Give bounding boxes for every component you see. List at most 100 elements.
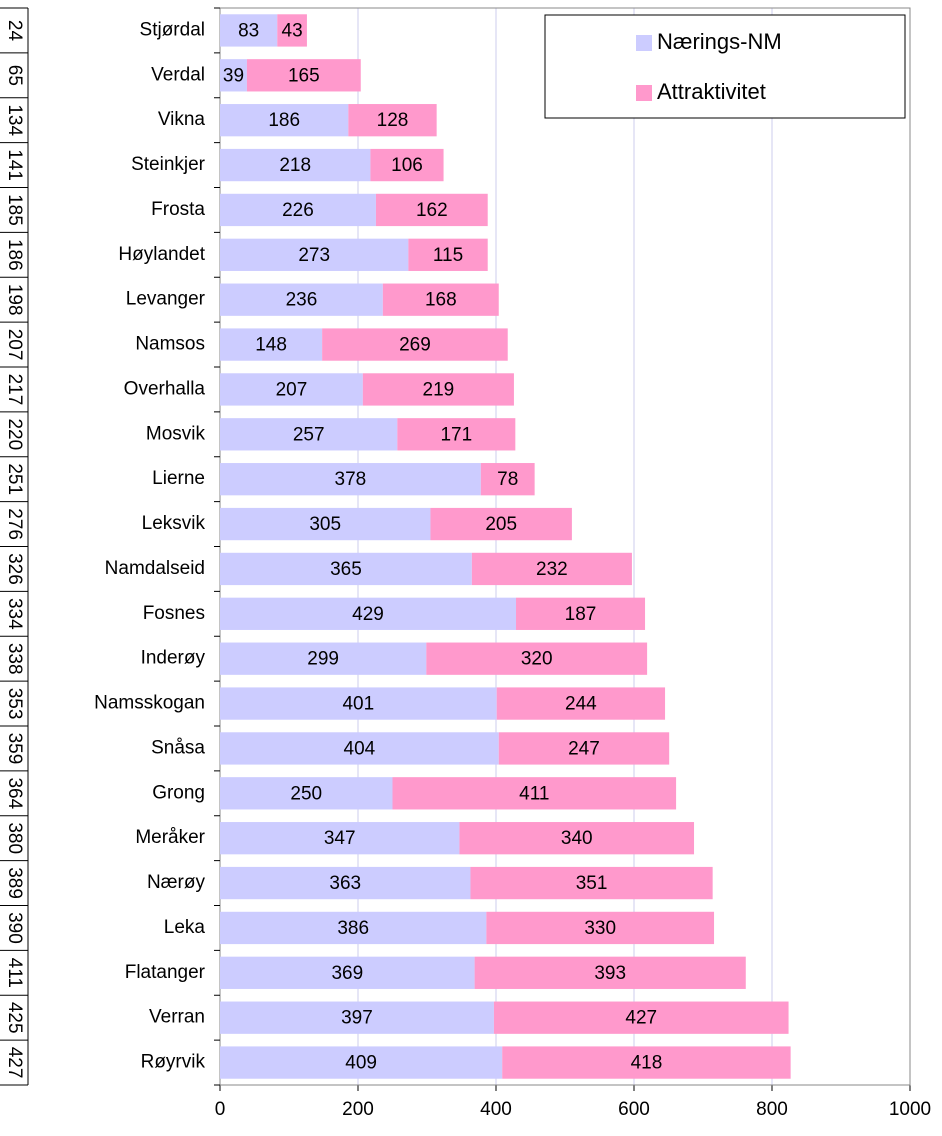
category-label: Verran bbox=[149, 1007, 205, 1028]
bar bbox=[220, 822, 460, 855]
data-label: 363 bbox=[329, 873, 361, 894]
data-label: 247 bbox=[568, 738, 600, 759]
bar bbox=[480, 463, 535, 496]
category-label: Levanger bbox=[126, 289, 206, 310]
rank-label: 220 bbox=[4, 418, 25, 450]
data-label: 257 bbox=[293, 424, 325, 445]
category-label: Snåsa bbox=[151, 737, 205, 758]
x-tick-label: 0 bbox=[215, 1099, 226, 1120]
data-label: 106 bbox=[391, 155, 423, 176]
bar bbox=[246, 59, 361, 92]
bar bbox=[220, 866, 471, 900]
category-label: Meråker bbox=[135, 827, 205, 848]
category-label: Flatanger bbox=[125, 962, 206, 983]
bar bbox=[493, 1001, 789, 1034]
data-label: 148 bbox=[255, 335, 287, 356]
rank-label: 24 bbox=[4, 20, 25, 42]
bar bbox=[220, 104, 349, 137]
rank-label: 326 bbox=[4, 553, 25, 585]
rank-label: 353 bbox=[4, 688, 25, 720]
data-label: 369 bbox=[331, 963, 363, 984]
data-label: 128 bbox=[377, 110, 409, 131]
rank-label: 217 bbox=[4, 374, 25, 406]
legend-swatch bbox=[636, 85, 652, 101]
bar bbox=[220, 732, 499, 765]
data-label: 207 bbox=[276, 379, 308, 400]
rank-label: 141 bbox=[4, 149, 25, 181]
data-label: 43 bbox=[282, 20, 303, 41]
bar bbox=[220, 283, 383, 316]
data-label: 320 bbox=[521, 649, 553, 670]
data-label: 273 bbox=[298, 245, 330, 266]
category-label: Leka bbox=[164, 917, 206, 938]
bar bbox=[397, 418, 516, 451]
x-tick-label: 1000 bbox=[889, 1099, 931, 1120]
bar bbox=[470, 866, 713, 900]
bar bbox=[220, 911, 487, 945]
category-label: Nærøy bbox=[147, 872, 206, 893]
bar bbox=[430, 507, 572, 541]
bar bbox=[392, 777, 677, 810]
data-label: 411 bbox=[519, 783, 549, 804]
bar bbox=[220, 328, 323, 361]
data-label: 427 bbox=[625, 1008, 657, 1029]
x-tick-label: 800 bbox=[756, 1099, 788, 1120]
bar bbox=[277, 14, 307, 47]
data-label: 351 bbox=[576, 873, 608, 894]
data-label: 305 bbox=[309, 514, 341, 535]
data-label: 168 bbox=[425, 290, 457, 311]
bar bbox=[220, 1046, 503, 1079]
bar bbox=[220, 418, 398, 451]
rank-label: 389 bbox=[4, 867, 25, 899]
rank-label: 425 bbox=[4, 1002, 25, 1034]
bar bbox=[408, 238, 488, 271]
data-label: 365 bbox=[330, 559, 362, 580]
data-label: 218 bbox=[279, 155, 311, 176]
data-label: 330 bbox=[584, 918, 616, 939]
category-label: Inderøy bbox=[141, 648, 206, 669]
data-label: 162 bbox=[416, 200, 448, 221]
data-label: 83 bbox=[238, 20, 259, 41]
data-label: 418 bbox=[631, 1053, 663, 1074]
bar bbox=[498, 732, 670, 765]
bar bbox=[322, 328, 508, 361]
rank-label: 65 bbox=[4, 65, 25, 86]
data-label: 404 bbox=[344, 738, 376, 759]
rank-label: 185 bbox=[4, 194, 25, 226]
bar bbox=[370, 148, 444, 182]
category-label: Leksvik bbox=[142, 513, 206, 534]
bar bbox=[474, 956, 746, 989]
legend-swatch bbox=[636, 35, 652, 51]
bar bbox=[220, 687, 497, 720]
data-label: 340 bbox=[561, 828, 593, 849]
data-label: 236 bbox=[286, 290, 318, 311]
rank-label: 338 bbox=[4, 643, 25, 675]
bar bbox=[220, 777, 393, 810]
bar bbox=[382, 283, 499, 316]
bar bbox=[362, 373, 514, 406]
category-label: Frosta bbox=[151, 199, 205, 220]
rank-label: 207 bbox=[4, 329, 25, 361]
x-tick-label: 400 bbox=[480, 1099, 512, 1120]
bar bbox=[516, 597, 646, 630]
data-label: 165 bbox=[288, 65, 320, 86]
legend-label: Attraktivitet bbox=[657, 79, 766, 104]
data-label: 39 bbox=[223, 65, 244, 86]
data-label: 269 bbox=[399, 335, 431, 356]
bar bbox=[220, 373, 363, 406]
bar bbox=[375, 193, 488, 227]
category-label: Namsskogan bbox=[94, 693, 205, 714]
rank-label: 390 bbox=[4, 912, 25, 944]
bar bbox=[220, 552, 472, 586]
category-label: Røyrvik bbox=[141, 1052, 206, 1073]
data-label: 232 bbox=[536, 559, 568, 580]
bar bbox=[220, 597, 517, 630]
legend-box bbox=[544, 14, 906, 119]
rank-label: 134 bbox=[4, 104, 25, 136]
data-label: 401 bbox=[342, 694, 374, 715]
x-tick-label: 600 bbox=[618, 1099, 650, 1120]
bar bbox=[486, 911, 715, 945]
data-label: 250 bbox=[290, 783, 322, 804]
data-label: 386 bbox=[337, 918, 369, 939]
